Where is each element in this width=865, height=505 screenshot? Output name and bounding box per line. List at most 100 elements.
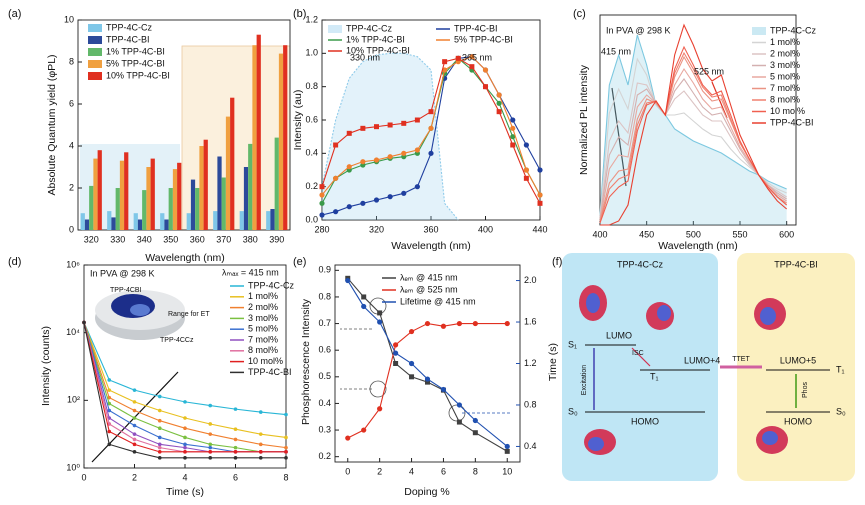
marker <box>208 442 213 447</box>
y-tick-label: 0.0 <box>305 214 318 224</box>
bar <box>266 211 271 230</box>
state: T₁ <box>650 371 659 381</box>
marker <box>373 197 380 203</box>
marker <box>469 64 475 70</box>
marker <box>374 124 379 130</box>
y-axis-label: Intensity (au) <box>292 90 304 151</box>
marker <box>183 435 187 440</box>
bar <box>270 209 275 230</box>
marker <box>208 445 213 450</box>
marker <box>233 456 238 460</box>
legend-swatch <box>88 36 102 44</box>
bar <box>177 162 182 230</box>
bar <box>283 45 288 231</box>
annotation: In PVA @ 298 K <box>606 25 671 35</box>
annotation: 525 nm <box>694 66 724 76</box>
state: S₀ <box>836 406 846 416</box>
marker <box>393 342 399 348</box>
legend-swatch <box>752 27 766 35</box>
y-tick-label: 10⁰ <box>66 462 80 472</box>
x-tick-label: 440 <box>532 224 547 234</box>
marker <box>414 184 420 190</box>
marker <box>107 408 112 413</box>
legend-label: 5% TPP-4C-BI <box>106 58 165 68</box>
legend-label: TPP-4C-BI <box>106 34 150 44</box>
step: Excitation <box>581 365 588 395</box>
marker <box>258 450 263 454</box>
bar <box>256 34 261 231</box>
bar <box>221 177 226 230</box>
legend-label: 7 mol% <box>770 83 800 93</box>
marker <box>233 427 238 432</box>
legend-label: TPP-4C-Cz <box>770 25 817 35</box>
marker <box>132 400 137 404</box>
marker <box>377 406 383 412</box>
guides <box>340 297 512 422</box>
x-tick-label: 320 <box>84 234 99 244</box>
marker <box>208 456 213 460</box>
marker <box>409 374 415 380</box>
marker <box>345 435 351 441</box>
marker <box>440 323 447 329</box>
legend-label: 8 mol% <box>248 345 278 355</box>
panel-label: (b) <box>293 8 306 20</box>
marker <box>132 416 137 420</box>
diagram: (f) TPP-4C-Cz TPP-4C-BI LUMO S₁ ISC T₁ L… <box>552 253 855 481</box>
marker <box>510 142 516 148</box>
bar <box>239 211 244 230</box>
x-axis-label: Doping % <box>404 486 450 498</box>
plot-frame <box>599 14 797 226</box>
area <box>600 35 787 225</box>
marker <box>157 445 162 450</box>
marker <box>107 422 112 426</box>
level-label: LUMO <box>606 330 632 340</box>
marker <box>440 386 447 393</box>
legend-label: λₑₘ @ 525 nm <box>400 284 458 294</box>
marker <box>482 67 489 73</box>
legend-label: 10 mol% <box>770 106 805 116</box>
panel-label: (c) <box>573 8 586 20</box>
line <box>321 52 459 221</box>
y-tick-label: 0.4 <box>305 148 318 158</box>
x-tick-label: 550 <box>732 229 747 239</box>
marker <box>483 84 488 90</box>
marker <box>319 192 325 198</box>
marker <box>387 194 393 200</box>
bar <box>274 137 279 230</box>
marker <box>157 442 162 447</box>
marker <box>537 200 543 206</box>
y-axis-label: Normalized PL intensity <box>578 64 590 175</box>
marker <box>107 388 112 392</box>
marker <box>333 142 339 148</box>
panel-label: (e) <box>293 256 306 268</box>
marker <box>107 378 112 382</box>
legend-label: 1% TPP-4C-BI <box>346 34 405 44</box>
marker <box>456 419 462 425</box>
marker <box>346 164 352 170</box>
marker <box>132 388 137 392</box>
marker <box>537 167 543 173</box>
marker <box>377 319 383 325</box>
marker <box>346 130 352 136</box>
annotation: TPP-4CCz <box>160 337 194 344</box>
bar <box>80 213 85 230</box>
x-tick-label: 6 <box>441 466 446 476</box>
bar <box>137 219 143 230</box>
marker <box>132 423 137 428</box>
marker <box>132 437 137 442</box>
legend-swatch <box>88 24 102 32</box>
marker <box>233 437 238 442</box>
marker <box>496 109 502 115</box>
x-tick-label: 330 <box>110 234 125 244</box>
bar <box>213 211 218 230</box>
y-tick-label: 0.2 <box>318 451 331 461</box>
legend-label: 1 mol% <box>248 291 278 301</box>
x-tick-label: 280 <box>314 224 329 234</box>
marker <box>284 456 288 460</box>
x-tick-label: 2 <box>377 466 382 476</box>
line <box>347 277 508 452</box>
level-label: HOMO <box>784 416 812 426</box>
marker <box>393 361 399 366</box>
y-tick-label: 0.4 <box>318 398 331 408</box>
x-tick-label: 360 <box>423 224 438 234</box>
